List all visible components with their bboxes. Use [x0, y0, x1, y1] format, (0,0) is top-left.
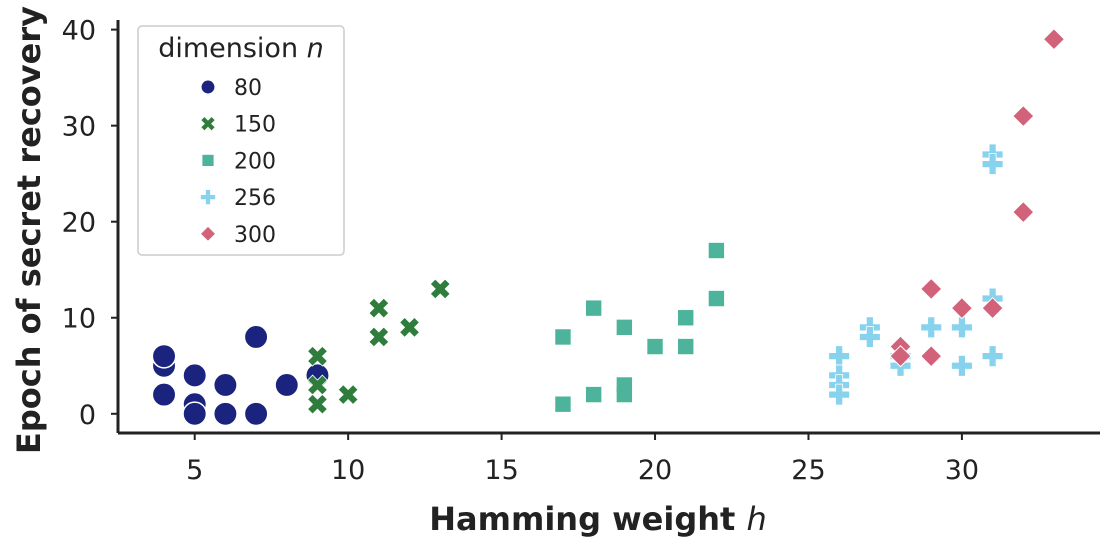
legend-marker-300 [199, 225, 217, 243]
x-tick-label: 20 [638, 455, 672, 486]
data-point [708, 290, 725, 307]
data-point [828, 345, 851, 368]
legend-label: 256 [234, 186, 276, 211]
data-point [616, 386, 633, 403]
data-point [368, 326, 390, 348]
x-tick-label: 15 [484, 455, 518, 486]
data-point [1042, 28, 1066, 51]
y-tick-label: 0 [79, 400, 96, 431]
x-tick-label: 5 [186, 455, 203, 486]
data-point [828, 383, 851, 406]
data-point [858, 326, 881, 348]
legend-items: 80 150 200 256 300 [199, 76, 276, 248]
data-point [951, 316, 973, 339]
data-point [368, 297, 390, 319]
y-tick-label: 40 [62, 16, 96, 47]
data-point [951, 354, 973, 377]
y-tick-label: 10 [62, 304, 96, 335]
data-point [274, 372, 300, 398]
data-point [708, 242, 725, 259]
legend-label: 300 [234, 223, 276, 248]
data-point [151, 343, 177, 369]
data-point [555, 396, 571, 412]
x-ticks: 5 10 15 20 25 30 [186, 433, 979, 486]
legend-label: 150 [234, 113, 276, 138]
y-ticks: 0 10 20 30 40 [62, 16, 118, 431]
series-256 [828, 143, 1004, 406]
legend-title: dimension n [158, 33, 324, 64]
data-point [920, 277, 943, 301]
data-point [555, 329, 571, 345]
series-300 [889, 28, 1066, 368]
legend-marker-80 [200, 79, 216, 95]
data-point [981, 153, 1004, 175]
data-point [981, 345, 1004, 368]
data-point [981, 296, 1004, 320]
x-tick-label: 25 [791, 455, 825, 486]
data-point [678, 338, 694, 355]
legend-label: 200 [234, 149, 276, 174]
y-tick-label: 20 [62, 208, 96, 239]
data-point [307, 393, 328, 415]
legend-marker-256 [199, 189, 217, 206]
legend: dimension n 80 150 200 256 300 [137, 25, 345, 256]
legend-marker-200 [202, 154, 214, 166]
data-point [1012, 200, 1035, 224]
data-point [1012, 104, 1035, 128]
data-point [950, 296, 974, 320]
legend-frame [137, 25, 345, 256]
series-200 [555, 242, 725, 412]
legend-marker-150 [200, 115, 216, 132]
data-point [616, 319, 633, 336]
data-point [399, 316, 420, 338]
data-points [151, 28, 1066, 427]
y-axis-title: Epoch of secret recovery [10, 6, 48, 454]
data-point [585, 386, 602, 403]
data-point [429, 278, 451, 300]
series-150 [307, 278, 451, 415]
data-point [243, 401, 269, 427]
x-tick-label: 10 [331, 455, 365, 486]
data-point [678, 310, 694, 326]
data-point [920, 316, 943, 339]
data-point [182, 362, 208, 388]
data-point [212, 372, 238, 398]
data-point [307, 345, 328, 367]
axes [116, 20, 1100, 435]
legend-label: 80 [234, 76, 262, 101]
data-point [889, 345, 912, 368]
data-point [182, 401, 208, 427]
data-point [212, 401, 238, 427]
data-point [337, 384, 359, 406]
x-axis-variable: h [746, 500, 766, 538]
x-axis-title: Hamming weight h [429, 500, 767, 538]
data-point [151, 382, 177, 408]
x-tick-label: 30 [945, 455, 979, 486]
data-point [585, 300, 602, 316]
data-point [243, 324, 269, 350]
series-80 [151, 324, 330, 427]
data-point [647, 338, 663, 355]
data-point [920, 345, 943, 368]
y-tick-label: 30 [62, 112, 96, 143]
legend-title-variable: n [307, 33, 324, 64]
